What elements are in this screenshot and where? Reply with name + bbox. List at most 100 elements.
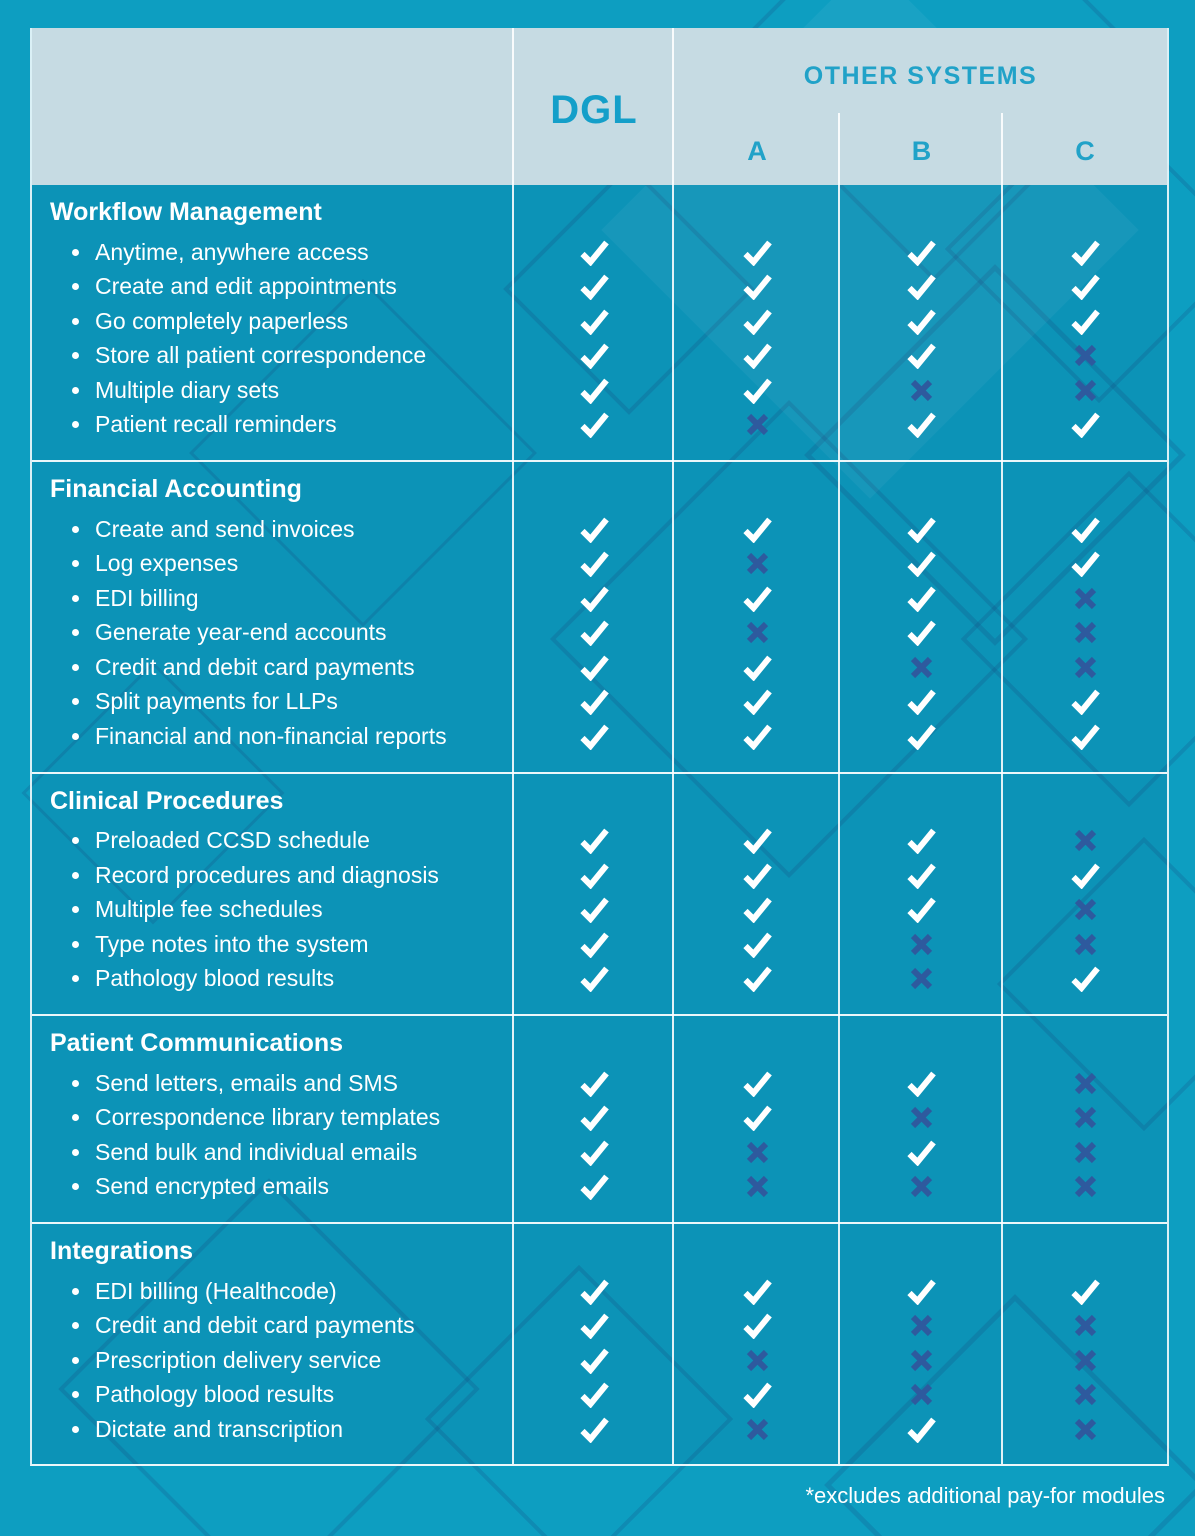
mark-cell-a [674, 1140, 840, 1165]
feature-cell: Send letters, emails and SMS [32, 1070, 514, 1097]
feature-section: Integrations EDI billing (Healthcode) Cr… [32, 1222, 1167, 1465]
cross-icon [1074, 1349, 1096, 1371]
mark-cell-a [674, 723, 840, 750]
mark-cell-b [840, 1382, 1003, 1407]
mark-cell-c [1003, 828, 1167, 853]
mark-cell-dgl [514, 1312, 674, 1340]
mark-cell-c [1003, 1174, 1167, 1199]
feature-cell: Dictate and transcription [32, 1416, 514, 1443]
check-icon [907, 1071, 936, 1097]
mark-cell-a [674, 931, 840, 958]
bullet-icon [72, 1183, 79, 1191]
feature-cell: Pathology blood results [32, 1381, 514, 1408]
feature-label: Credit and debit card payments [95, 653, 415, 680]
mark-cell-b [840, 723, 1003, 750]
cross-icon [910, 933, 933, 955]
check-icon [907, 1140, 936, 1166]
check-icon [742, 724, 772, 750]
mark-cell-b [840, 966, 1003, 991]
feature-cell: Patient recall reminders [32, 411, 514, 438]
check-icon [742, 897, 772, 924]
mark-cell-b [840, 378, 1003, 403]
check-icon [1070, 517, 1100, 543]
feature-cell: EDI billing [32, 585, 514, 612]
check-icon [579, 1071, 609, 1097]
feature-label: Correspondence library templates [95, 1104, 441, 1131]
check-icon [579, 1105, 609, 1132]
mark-cell-a [674, 377, 840, 404]
check-icon [579, 309, 609, 335]
bullet-icon [72, 1287, 79, 1295]
check-icon [579, 1279, 609, 1305]
bullet-icon [72, 732, 79, 740]
feature-row: Pathology blood results [32, 1378, 1167, 1413]
check-icon [1070, 412, 1100, 439]
mark-cell-dgl [514, 377, 674, 404]
check-icon [1070, 551, 1100, 578]
cross-icon [1074, 622, 1096, 644]
feature-label: Store all patient correspondence [95, 342, 427, 369]
check-icon [742, 1071, 772, 1097]
mark-cell-dgl [514, 411, 674, 439]
feature-cell: Send encrypted emails [32, 1173, 514, 1200]
check-icon [742, 828, 772, 855]
mark-cell-dgl [514, 1278, 674, 1305]
check-icon [742, 689, 772, 716]
mark-cell-c [1003, 516, 1167, 543]
feature-cell: Go completely paperless [32, 308, 514, 335]
cross-icon [1074, 656, 1096, 678]
check-icon [907, 551, 936, 578]
mark-cell-b [840, 1416, 1003, 1443]
feature-row: Record procedures and diagnosis [32, 858, 1167, 893]
cross-icon [1074, 1418, 1096, 1440]
mark-cell-dgl [514, 1381, 674, 1409]
feature-cell: Correspondence library templates [32, 1104, 514, 1131]
mark-cell-b [840, 273, 1003, 301]
column-header-dgl: DGL [550, 88, 638, 132]
mark-cell-b [840, 1174, 1003, 1199]
feature-row: Create and send invoices [32, 512, 1167, 547]
feature-label: Type notes into the system [95, 930, 369, 957]
mark-cell-a [674, 1104, 840, 1132]
mark-cell-c [1003, 1348, 1167, 1373]
table-header: DGL OTHER SYSTEMS A B C [32, 28, 1167, 185]
mark-cell-c [1003, 965, 1167, 993]
mark-cell-c [1003, 862, 1167, 889]
feature-row: EDI billing (Healthcode) [32, 1274, 1167, 1309]
cross-icon [1074, 345, 1096, 367]
check-icon [742, 378, 772, 404]
check-icon [907, 1417, 936, 1443]
feature-label: EDI billing [95, 584, 199, 611]
feature-section: Patient Communications Send letters, ema… [32, 1014, 1167, 1222]
mark-cell-dgl [514, 654, 674, 681]
check-icon [1070, 274, 1100, 301]
bullet-icon [72, 940, 79, 948]
feature-row: Credit and debit card payments [32, 650, 1167, 685]
cross-icon [910, 1176, 933, 1198]
feature-cell: Create and send invoices [32, 516, 514, 543]
check-icon [907, 586, 936, 612]
feature-section: Financial Accounting Create and send inv… [32, 460, 1167, 772]
bullet-icon [72, 1114, 79, 1122]
mark-cell-c [1003, 932, 1167, 957]
feature-row: Create and edit appointments [32, 270, 1167, 305]
mark-cell-b [840, 1139, 1003, 1166]
check-icon [579, 655, 609, 681]
mark-cell-dgl [514, 342, 674, 370]
cross-icon [1074, 1176, 1096, 1198]
feature-row: Send letters, emails and SMS [32, 1066, 1167, 1101]
mark-cell-a [674, 1174, 840, 1199]
mark-cell-a [674, 827, 840, 855]
cross-icon [1074, 1384, 1096, 1406]
mark-cell-c [1003, 688, 1167, 716]
feature-label: Prescription delivery service [95, 1346, 382, 1373]
feature-cell: EDI billing (Healthcode) [32, 1278, 514, 1305]
feature-label: Create and send invoices [95, 515, 355, 542]
check-icon [579, 412, 609, 439]
cross-icon [746, 1418, 768, 1440]
feature-cell: Type notes into the system [32, 931, 514, 958]
cross-icon [746, 622, 768, 644]
mark-cell-a [674, 239, 840, 266]
mark-cell-c [1003, 1417, 1167, 1442]
cross-icon [910, 656, 933, 678]
